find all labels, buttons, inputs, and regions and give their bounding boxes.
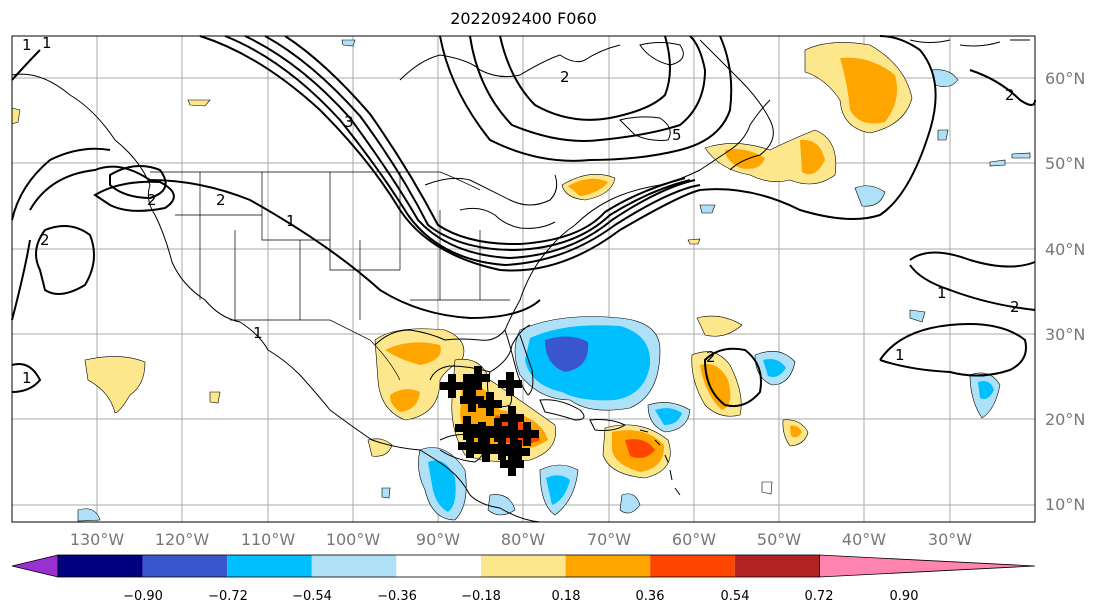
colorbar-tick-label: −0.54 bbox=[292, 589, 332, 604]
colorbar-segment bbox=[58, 555, 143, 577]
colorbar-tick-label: 0.90 bbox=[890, 589, 919, 604]
contour-label: 5 bbox=[672, 126, 682, 144]
colorbar-labels: −0.90 −0.72 −0.54 −0.36 −0.18 0.18 0.36 … bbox=[123, 589, 918, 604]
colorbar-tick-label: 0.36 bbox=[636, 589, 665, 604]
contour-label: 2 bbox=[1005, 86, 1015, 104]
colorbar-outline bbox=[57, 554, 820, 578]
contour-label: 1 bbox=[42, 34, 52, 52]
lon-label: 120°W bbox=[155, 530, 210, 549]
lat-label: 60°N bbox=[1045, 69, 1085, 88]
lon-label: 60°W bbox=[672, 530, 716, 549]
colorbar-tick-label: −0.36 bbox=[377, 589, 417, 604]
lat-label: 40°N bbox=[1045, 240, 1085, 259]
colorbar-extend-low bbox=[11, 554, 59, 578]
map-title: 2022092400 F060 bbox=[450, 9, 597, 28]
lon-label: 30°W bbox=[928, 530, 972, 549]
map-frame bbox=[11, 35, 1036, 523]
contour-label: 1 bbox=[895, 346, 905, 364]
contour-label: 3 bbox=[344, 113, 354, 131]
track-markers bbox=[440, 366, 539, 476]
colorbar-tick-label: 0.18 bbox=[552, 589, 581, 604]
lon-label: 70°W bbox=[587, 530, 631, 549]
colorbar-tick-label: −0.72 bbox=[208, 589, 248, 604]
colorbar-tick-label: 0.72 bbox=[805, 589, 834, 604]
contour-label: 1 bbox=[286, 212, 296, 230]
contour-label: 2 bbox=[706, 348, 716, 366]
lon-label: 110°W bbox=[241, 530, 296, 549]
contour-label: 2 bbox=[40, 231, 50, 249]
colorbar-segment bbox=[565, 555, 651, 577]
colorbar-segment bbox=[227, 555, 312, 577]
contour-labels: 1 1 1 1 2 2 2 2 3 5 2 1 2 1 1 2 bbox=[22, 34, 1020, 387]
colorbar-segment bbox=[311, 555, 397, 577]
colorbar bbox=[11, 554, 1036, 578]
colorbar-segment bbox=[734, 555, 820, 577]
colorbar-tick-label: 0.54 bbox=[721, 589, 750, 604]
colorbar-segment bbox=[142, 555, 228, 577]
lat-label: 30°N bbox=[1045, 325, 1085, 344]
contour-label: 2 bbox=[147, 191, 157, 209]
contour-label: 1 bbox=[937, 284, 947, 302]
colorbar-segment bbox=[481, 555, 566, 577]
lon-label: 130°W bbox=[70, 530, 125, 549]
lon-label: 100°W bbox=[326, 530, 381, 549]
contour-label: 1 bbox=[22, 369, 32, 387]
lon-label: 90°W bbox=[416, 530, 460, 549]
contour-label: 2 bbox=[216, 191, 226, 209]
colorbar-tick-label: −0.90 bbox=[123, 589, 163, 604]
lon-label: 80°W bbox=[501, 530, 545, 549]
latitude-labels: 10°N 20°N 30°N 40°N 50°N 60°N bbox=[1045, 69, 1085, 514]
colorbar-extend-high bbox=[819, 554, 1036, 578]
colorbar-segment bbox=[650, 555, 735, 577]
contour-label: 2 bbox=[1010, 298, 1020, 316]
colorbar-tick-label: −0.18 bbox=[461, 589, 501, 604]
contour-label: 1 bbox=[253, 324, 263, 342]
colorbar-segment bbox=[396, 555, 481, 577]
longitude-labels: 130°W 120°W 110°W 100°W 90°W 80°W 70°W 6… bbox=[70, 530, 972, 549]
lat-label: 10°N bbox=[1045, 495, 1085, 514]
height-contours bbox=[11, 35, 1036, 408]
lat-label: 50°N bbox=[1045, 154, 1085, 173]
contour-label: 1 bbox=[22, 36, 32, 54]
contour-label: 2 bbox=[560, 68, 570, 86]
lon-label: 50°W bbox=[757, 530, 801, 549]
lon-label: 40°W bbox=[842, 530, 886, 549]
lat-label: 20°N bbox=[1045, 410, 1085, 429]
